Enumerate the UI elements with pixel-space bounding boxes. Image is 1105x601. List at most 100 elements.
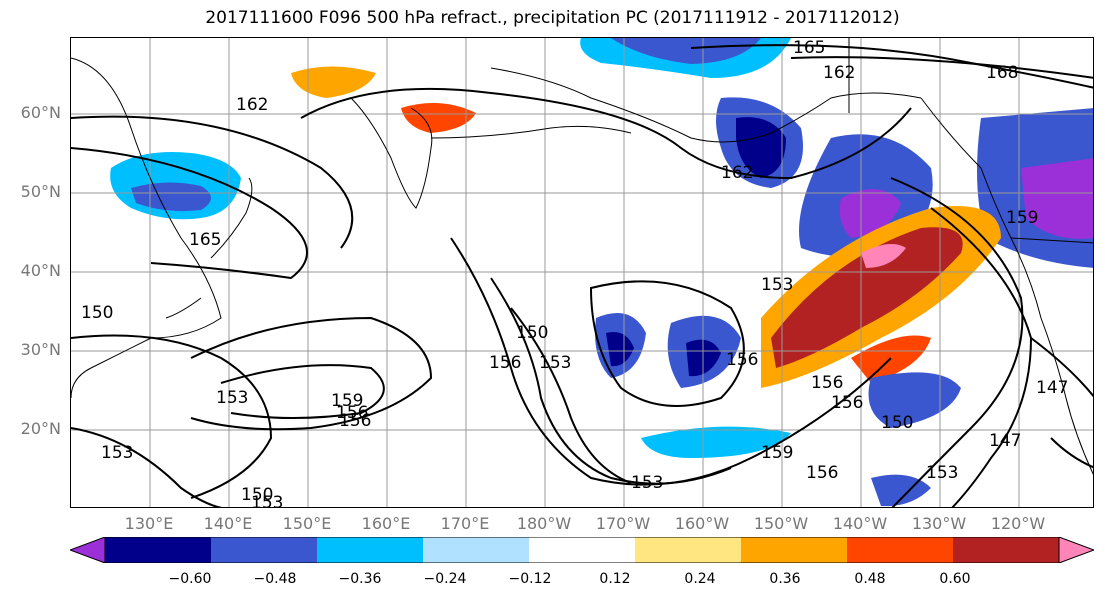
colorbar-bin (211, 537, 317, 563)
contour-label: 153 (761, 275, 793, 295)
colorbar-extend-low (70, 537, 106, 563)
coast-aleutians (430, 125, 632, 139)
coast-north-america (920, 97, 1093, 475)
lat-label-60n: 60°N (20, 103, 61, 122)
contour-label: 156 (806, 463, 838, 483)
lon-label-160w: 160°W (674, 514, 730, 533)
contour-168 (790, 56, 1093, 79)
contour-156-mid (220, 364, 385, 419)
colorbar-frame (104, 537, 1060, 563)
lon-label-160e: 160°E (361, 514, 411, 533)
shade-blue-south (871, 474, 931, 507)
contour-label: 156 (336, 403, 368, 423)
colorbar (70, 537, 1094, 563)
shade-pink-subtropical-band (861, 244, 906, 268)
coast-alaska (490, 67, 922, 143)
lat-label-40n: 40°N (20, 261, 61, 280)
contour-label: 156 (489, 353, 521, 373)
colorbar-tick: −0.60 (168, 571, 212, 587)
lon-label-130e: 130°E (124, 514, 174, 533)
contour-label: 153 (631, 473, 663, 493)
colorbar-tick: −0.48 (253, 571, 297, 587)
contour-label: 147 (989, 431, 1021, 451)
colorbar-tick: −0.24 (423, 571, 467, 587)
contour-label: 162 (721, 163, 753, 183)
contour-150-south (71, 427, 223, 507)
graticule (71, 38, 1093, 507)
contour-162-north (300, 87, 912, 180)
lon-label-150e: 150°E (282, 514, 332, 533)
contour-label: 156 (339, 411, 371, 431)
colorbar-bin (635, 537, 741, 563)
contour-labels: 165 162 168 162 165 159 153 156 150 153 … (81, 38, 1068, 508)
colorbar-bin (529, 537, 635, 563)
colorbar-bin (105, 537, 211, 563)
lon-label-170w: 170°W (595, 514, 651, 533)
colorbar-bin (317, 537, 423, 563)
contour-label: 150 (881, 413, 913, 433)
colorbar-tick: 0.12 (599, 571, 631, 587)
colorbar-tick: 0.48 (854, 571, 886, 587)
contour-label: 150 (241, 485, 273, 505)
colorbar-bin (953, 537, 1059, 563)
border-us-canada (1010, 237, 1093, 244)
contour-label: 168 (986, 63, 1018, 83)
lon-label-150w: 150°W (753, 514, 809, 533)
lon-label-170e: 170°E (440, 514, 490, 533)
contour-label: 165 (189, 230, 221, 250)
lon-label-120w: 120°W (990, 514, 1046, 533)
contour-label: 153 (216, 388, 248, 408)
contour-label: 159 (331, 391, 363, 411)
contour-label: 147 (1036, 378, 1068, 398)
coast-asia (71, 57, 222, 399)
contour-trough-150 (510, 307, 632, 484)
shade-navy-central-pacific (606, 332, 634, 367)
contour-165-west (71, 147, 308, 280)
shaded-regions (110, 38, 1093, 507)
lat-label-20n: 20°N (20, 419, 61, 438)
lon-label-130w: 130°W (911, 514, 967, 533)
contour-label: 150 (81, 303, 113, 323)
figure-title: 2017111600 F096 500 hPa refract., precip… (205, 8, 900, 28)
contour-label: 153 (251, 493, 283, 508)
coast-japan (165, 177, 253, 319)
shade-red-kamchatka (401, 103, 476, 133)
map-canvas: 165 162 168 162 165 159 153 156 150 153 … (71, 38, 1093, 508)
colorbar-tick: 0.24 (684, 571, 716, 587)
contour-label: 153 (101, 443, 133, 463)
contour-label: 165 (793, 38, 825, 58)
map-panel: 165 162 168 162 165 159 153 156 150 153 … (70, 37, 1094, 508)
shade-blue-subtropic-southeast (868, 372, 961, 428)
contour-162-west (71, 115, 354, 249)
contour-153-mid (71, 334, 273, 499)
coastlines (71, 38, 1093, 475)
contours (71, 44, 1093, 507)
shade-purple-gulf (839, 189, 901, 238)
contour-165-north (690, 44, 1093, 89)
shade-navy-alaska (736, 117, 786, 178)
shade-darkblue-japan-sea (131, 182, 211, 212)
contour-cutoff-low (589, 280, 745, 407)
lon-label-180w: 180°W (516, 514, 572, 533)
contour-159-mid (190, 316, 433, 431)
contour-label: 159 (761, 443, 793, 463)
contour-label: 156 (831, 393, 863, 413)
contour-label: 150 (516, 323, 548, 343)
lon-label-140w: 140°W (832, 514, 888, 533)
contour-trough-156 (450, 237, 892, 486)
contour-trough-153 (490, 277, 732, 485)
contour-147 (1030, 337, 1093, 469)
colorbar-tick: 0.60 (939, 571, 971, 587)
colorbar-tick: −0.36 (338, 571, 382, 587)
contour-label: 153 (926, 463, 958, 483)
contour-label: 159 (1006, 208, 1038, 228)
contour-ridge-east (890, 177, 1024, 507)
contour-label: 156 (811, 373, 843, 393)
shade-purple-canada (1021, 158, 1093, 239)
lat-label-30n: 30°N (20, 340, 61, 359)
colorbar-tick: 0.36 (769, 571, 801, 587)
colorbar-bin (847, 537, 953, 563)
colorbar-segments (70, 537, 1094, 563)
shade-red-subtropical-band (771, 227, 963, 368)
shade-orange-okhotsk (291, 66, 376, 98)
